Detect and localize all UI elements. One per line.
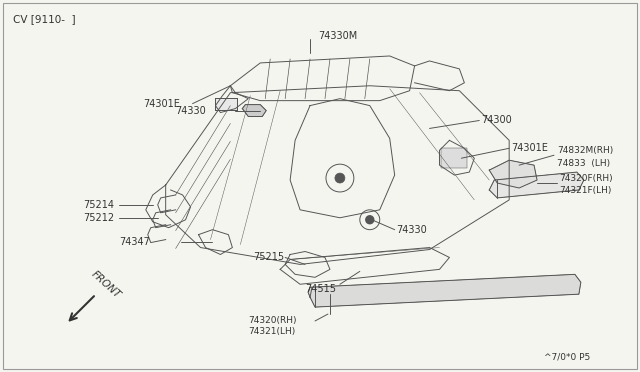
Text: 74330: 74330 (397, 225, 428, 235)
Bar (216, 98, 237, 110)
Polygon shape (489, 160, 537, 188)
Text: CV [9110-  ]: CV [9110- ] (13, 14, 76, 24)
Text: 74330: 74330 (175, 106, 206, 116)
Polygon shape (243, 105, 266, 116)
Text: 74833  (LH): 74833 (LH) (557, 159, 610, 168)
Circle shape (366, 216, 374, 224)
Text: 74347: 74347 (119, 237, 150, 247)
Polygon shape (489, 172, 584, 198)
FancyBboxPatch shape (3, 3, 637, 369)
Text: 74330M: 74330M (318, 31, 357, 41)
Text: 74321(LH): 74321(LH) (248, 327, 296, 336)
Circle shape (335, 173, 345, 183)
Text: ^7/0*0 P5: ^7/0*0 P5 (544, 352, 590, 361)
Text: 74321F(LH): 74321F(LH) (559, 186, 611, 195)
Text: 74300: 74300 (481, 115, 512, 125)
Text: 74301E: 74301E (511, 143, 548, 153)
Text: FRONT: FRONT (89, 269, 122, 300)
Text: 74301E: 74301E (143, 99, 180, 109)
Text: 74320F(RH): 74320F(RH) (559, 174, 612, 183)
Bar (442, 148, 467, 168)
Text: 75214: 75214 (83, 200, 114, 210)
Text: 74515: 74515 (305, 284, 336, 294)
Text: 74320(RH): 74320(RH) (248, 317, 297, 326)
Text: 75215: 75215 (253, 253, 284, 263)
Text: 75212: 75212 (83, 213, 114, 223)
Text: 74832M(RH): 74832M(RH) (557, 146, 613, 155)
Polygon shape (308, 274, 581, 307)
